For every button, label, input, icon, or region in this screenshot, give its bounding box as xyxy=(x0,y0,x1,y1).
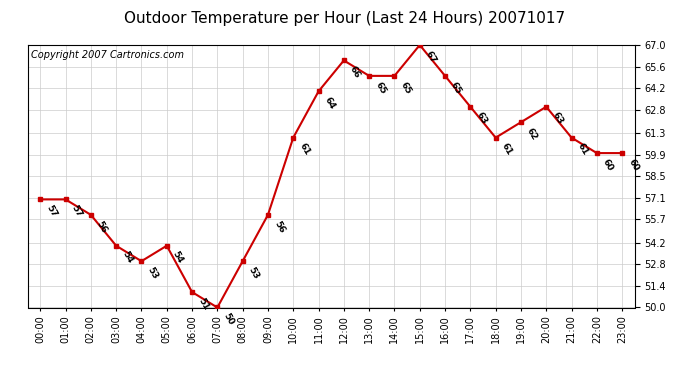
Text: 64: 64 xyxy=(323,96,337,111)
Text: 62: 62 xyxy=(525,126,539,142)
Text: 63: 63 xyxy=(475,111,489,126)
Text: 61: 61 xyxy=(575,142,590,157)
Text: 57: 57 xyxy=(70,204,83,219)
Text: 63: 63 xyxy=(551,111,564,126)
Text: 67: 67 xyxy=(424,49,438,64)
Text: 53: 53 xyxy=(146,266,159,280)
Text: 65: 65 xyxy=(399,80,413,95)
Text: Outdoor Temperature per Hour (Last 24 Hours) 20071017: Outdoor Temperature per Hour (Last 24 Ho… xyxy=(124,11,566,26)
Text: 60: 60 xyxy=(601,157,615,172)
Text: 56: 56 xyxy=(272,219,286,234)
Text: 53: 53 xyxy=(247,266,261,280)
Text: 51: 51 xyxy=(196,296,210,312)
Text: 65: 65 xyxy=(449,80,463,95)
Text: 60: 60 xyxy=(627,157,640,172)
Text: 54: 54 xyxy=(120,250,135,266)
Text: 54: 54 xyxy=(171,250,185,266)
Text: Copyright 2007 Cartronics.com: Copyright 2007 Cartronics.com xyxy=(30,50,184,60)
Text: 61: 61 xyxy=(297,142,311,157)
Text: 61: 61 xyxy=(500,142,514,157)
Text: 66: 66 xyxy=(348,64,362,80)
Text: 50: 50 xyxy=(221,312,235,327)
Text: 57: 57 xyxy=(44,204,59,219)
Text: 56: 56 xyxy=(95,219,109,234)
Text: 65: 65 xyxy=(373,80,387,95)
